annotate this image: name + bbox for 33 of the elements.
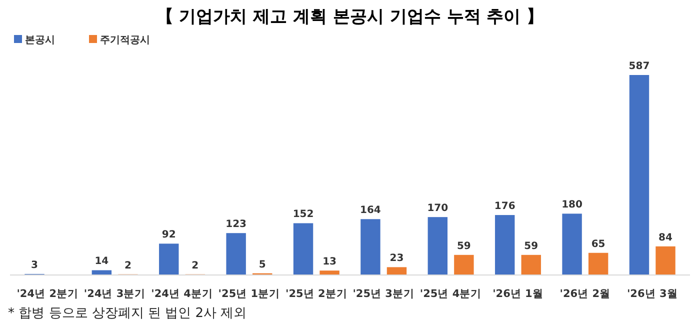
- data-label: 152: [292, 209, 314, 220]
- data-label: 2: [192, 260, 199, 272]
- data-label: 164: [360, 205, 381, 216]
- data-label: 59: [524, 240, 538, 252]
- legend-label: 본공시: [25, 35, 55, 46]
- data-label: 176: [494, 201, 516, 212]
- x-tick-label: '24년 3분기: [84, 288, 146, 300]
- legend-label: 주기적공시: [100, 35, 150, 46]
- x-tick-label: '26년 2월: [560, 288, 611, 300]
- x-tick-label: '26년 1월: [492, 288, 544, 300]
- text: * 합병 등으로 상장폐지 된 법인 2사 제외: [8, 306, 247, 321]
- data-label: 84: [658, 232, 673, 244]
- data-label: 3: [31, 260, 38, 271]
- data-label: 59: [456, 240, 471, 252]
- data-label: 123: [226, 219, 247, 230]
- data-label: 13: [322, 256, 337, 268]
- x-tick-label: '24년 2분기: [16, 288, 79, 300]
- data-label: 180: [562, 200, 583, 211]
- x-tick-label: '26년 3월: [626, 288, 678, 300]
- data-label: 14: [94, 256, 109, 268]
- data-label: 23: [390, 253, 404, 264]
- x-tick-label: '25년 4분기: [420, 288, 482, 300]
- data-label: 65: [591, 238, 606, 250]
- data-label: 587: [628, 61, 650, 72]
- x-tick-label: '24년 4분기: [151, 288, 213, 300]
- data-label: 170: [427, 203, 448, 214]
- x-tick-label: '25년 1분기: [218, 288, 280, 300]
- data-label: 2: [124, 260, 132, 272]
- x-tick-label: '25년 2분기: [286, 288, 348, 300]
- data-label: 5: [258, 259, 266, 270]
- x-tick-label: '25년 3분기: [352, 288, 414, 300]
- data-label: 92: [162, 230, 176, 241]
- chart-title: 【 기업가치 제고 계획 본공시 기업수 누적 추이 】: [156, 7, 544, 27]
